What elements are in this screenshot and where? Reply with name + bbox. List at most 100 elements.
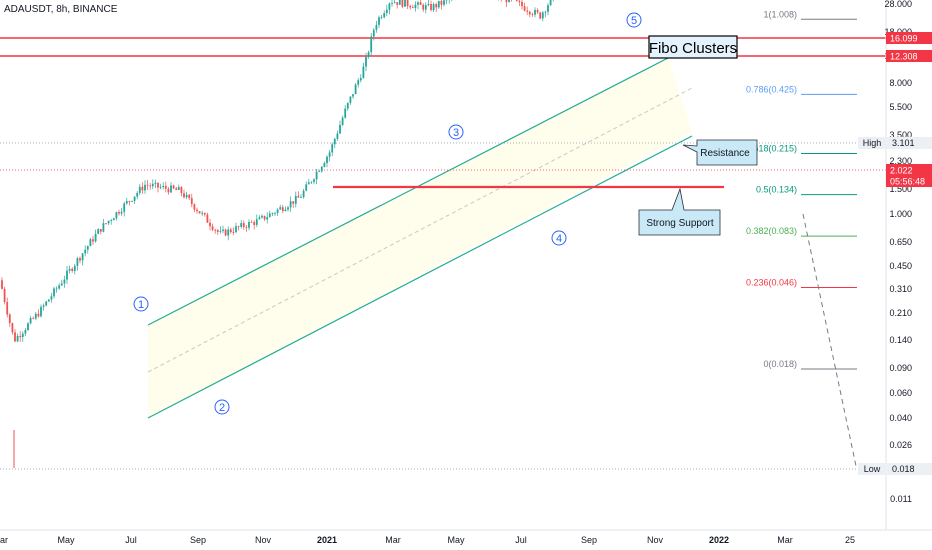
price-badge — [886, 175, 932, 187]
price-axis-tick: 0.310 — [889, 284, 912, 294]
time-axis-tick: 25 — [845, 535, 855, 545]
candle-body — [297, 195, 300, 198]
fib-level-label: 0.5(0.134) — [756, 185, 797, 195]
price-axis-tick: 3.500 — [889, 130, 912, 140]
time-axis-tick: Mar — [777, 535, 793, 545]
candle-body — [32, 318, 35, 319]
candle-body — [237, 226, 240, 228]
wave-circle — [448, 124, 464, 140]
candle-body — [266, 217, 269, 220]
support-callout — [638, 187, 721, 236]
candle-body — [271, 213, 274, 215]
candle-body — [162, 185, 165, 188]
low-value-bg — [887, 463, 932, 475]
time-axis-tick: ar — [0, 535, 8, 545]
candle-body — [185, 194, 188, 198]
candle-body — [138, 186, 141, 193]
candle-body — [120, 211, 123, 214]
candle-body — [92, 239, 94, 242]
candle-body — [505, 0, 508, 3]
candle-body — [188, 194, 191, 199]
candle-body — [11, 323, 14, 333]
candle-body — [378, 17, 380, 25]
time-axis-tick: Jul — [125, 535, 137, 545]
support-text: Strong Support — [646, 218, 713, 229]
price-axis-tick: 0.650 — [889, 237, 912, 247]
candle-body — [79, 258, 81, 261]
symbol-label: ADAUSDT, 8h, BINANCE — [4, 4, 118, 15]
candle-body — [227, 229, 230, 236]
candle-body — [60, 283, 63, 286]
candle-body — [45, 301, 48, 306]
candle-body — [320, 166, 323, 172]
candle-body — [549, 0, 552, 6]
candle-body — [86, 246, 89, 250]
resistance-text: Resistance — [700, 148, 750, 159]
candle-body — [339, 124, 341, 134]
candle-body — [89, 239, 92, 247]
candle-body — [211, 226, 214, 230]
candle-body — [274, 212, 276, 214]
high-value: 3.101 — [892, 138, 915, 148]
price-badge — [886, 50, 932, 62]
candle-body — [183, 193, 185, 198]
candle-body — [521, 1, 523, 7]
candle-body — [391, 3, 393, 4]
candle-body — [318, 171, 321, 173]
candle-body — [536, 9, 539, 13]
candle-body — [177, 187, 180, 190]
candle-body — [37, 313, 40, 317]
candle-body — [232, 232, 235, 233]
wave-label: 4 — [556, 233, 562, 245]
candle-body — [47, 299, 50, 302]
candle-body — [190, 198, 193, 205]
candle-body — [323, 163, 326, 167]
candle-body — [443, 0, 445, 5]
candle-body — [170, 185, 172, 193]
fib-level-label: 0(0.018) — [763, 359, 797, 369]
candle-body — [365, 56, 367, 67]
candle-body — [432, 4, 435, 11]
candle-body — [222, 229, 224, 232]
candle-body — [123, 203, 126, 212]
candle-body — [107, 220, 110, 224]
candle-body — [396, 2, 399, 5]
candle-body — [63, 279, 66, 284]
candle-body — [406, 0, 409, 6]
candle-body — [541, 12, 544, 19]
candle-body — [68, 268, 71, 271]
candle-body — [375, 24, 378, 30]
candle-body — [151, 183, 154, 187]
candle-body — [328, 152, 331, 157]
low-tag-bg — [858, 463, 886, 475]
candle-body — [344, 108, 347, 118]
candle-body — [268, 213, 271, 218]
candle-body — [175, 188, 178, 190]
candle-body — [253, 222, 256, 225]
price-badge — [886, 32, 932, 44]
candle-body — [172, 185, 175, 189]
candle-body — [105, 223, 107, 225]
candle-body — [302, 190, 305, 198]
candle-body — [255, 219, 258, 225]
candle-body — [24, 330, 27, 334]
wave-circle — [214, 399, 230, 415]
price-axis-tick: 1.000 — [889, 209, 912, 219]
candle-body — [544, 11, 547, 13]
candle-body — [201, 212, 204, 214]
price-badge-label: 12.308 — [890, 52, 918, 62]
candle-body — [125, 201, 128, 204]
price-axis-tick: 0.060 — [889, 388, 912, 398]
candle-body — [16, 335, 19, 342]
candle-body — [136, 192, 139, 197]
fib-level-label: 0.236(0.046) — [746, 277, 797, 287]
fibo-clusters-box — [648, 35, 738, 59]
candle-body — [40, 306, 42, 317]
candle-body — [84, 249, 87, 254]
time-axis-tick: Sep — [581, 535, 597, 545]
candle-body — [229, 229, 232, 233]
candle-body — [346, 102, 349, 109]
candle-body — [167, 188, 170, 193]
